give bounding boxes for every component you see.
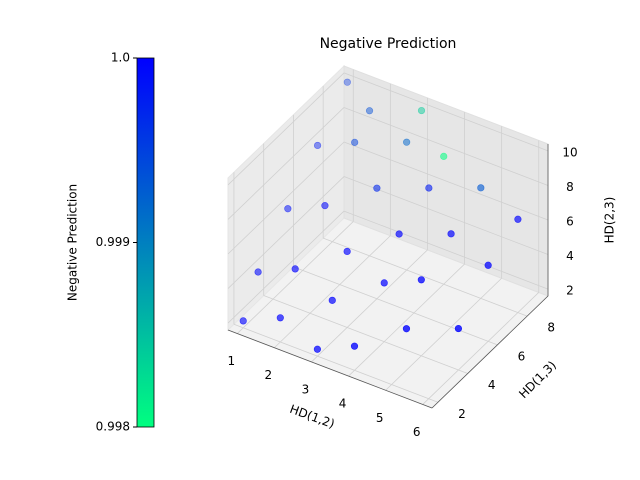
grid-line <box>227 107 345 220</box>
point <box>343 247 351 256</box>
point <box>477 184 485 192</box>
grid-line <box>227 176 345 289</box>
axis-line <box>227 329 433 409</box>
colorbar-tick-label: 0.998 <box>96 420 130 434</box>
grid-line <box>348 263 465 377</box>
point <box>484 261 492 269</box>
grid-line <box>422 292 540 405</box>
colorbar-tick-label: 0.999 <box>96 235 130 249</box>
point <box>402 325 411 333</box>
point <box>440 152 448 160</box>
grid-line <box>343 210 549 290</box>
point <box>380 279 388 287</box>
point <box>284 205 292 213</box>
point <box>425 184 433 192</box>
y-tick-label: 6 <box>518 349 526 363</box>
point <box>454 324 463 333</box>
z-tick-label: 4 <box>566 249 574 263</box>
point <box>417 106 426 115</box>
colorbar <box>136 57 155 428</box>
point <box>313 345 322 353</box>
point <box>365 107 374 115</box>
y-tick-label: 8 <box>547 321 555 335</box>
point <box>254 268 262 276</box>
z-tick-label: 8 <box>566 180 574 194</box>
x-tick-label: 2 <box>265 368 273 382</box>
point <box>403 138 411 146</box>
grid-line <box>227 141 345 255</box>
x-tick-label: 6 <box>413 425 421 439</box>
y-axis-label: HD(1,3) <box>516 358 559 401</box>
point <box>395 230 403 238</box>
z-tick-label: 2 <box>566 284 574 298</box>
point <box>351 138 359 146</box>
point <box>313 141 322 150</box>
y-tick-label: 4 <box>488 378 496 392</box>
point <box>514 215 522 223</box>
point <box>321 202 329 210</box>
point <box>350 342 359 350</box>
chart-title: Negative Prediction <box>320 36 457 52</box>
point <box>328 296 336 304</box>
grid-line <box>233 323 439 403</box>
grid-line <box>311 249 428 363</box>
colorbar-label: Negative Prediction <box>66 184 80 301</box>
axis-line <box>431 295 549 409</box>
y-tick-label: 2 <box>458 407 466 421</box>
point <box>239 317 247 325</box>
point <box>291 265 299 273</box>
point <box>417 276 425 284</box>
grid-line <box>343 141 549 221</box>
grid-line <box>343 72 549 152</box>
grid-line <box>323 237 528 317</box>
grid-line <box>263 295 468 374</box>
x-axis-label: HD(1,2) <box>288 402 337 431</box>
x-tick-label: 5 <box>376 411 384 425</box>
z-axis-label: HD(2,3) <box>603 197 617 244</box>
z-tick-label: 10 <box>562 145 577 159</box>
point <box>343 78 351 86</box>
grid-line <box>343 107 549 186</box>
grid-line <box>227 72 345 186</box>
grid-line <box>236 221 354 334</box>
point <box>447 230 455 238</box>
grid-line <box>293 266 498 346</box>
grid-line <box>385 277 502 391</box>
grid-line <box>227 210 345 324</box>
colorbar-tick-label: 1.0 <box>111 51 130 65</box>
x-tick-label: 1 <box>227 354 235 368</box>
z-tick-label: 6 <box>566 215 574 229</box>
point <box>373 184 381 192</box>
grid-line <box>274 235 391 349</box>
x-tick-label: 4 <box>339 397 347 411</box>
point <box>276 314 284 322</box>
x-tick-label: 3 <box>302 382 310 396</box>
